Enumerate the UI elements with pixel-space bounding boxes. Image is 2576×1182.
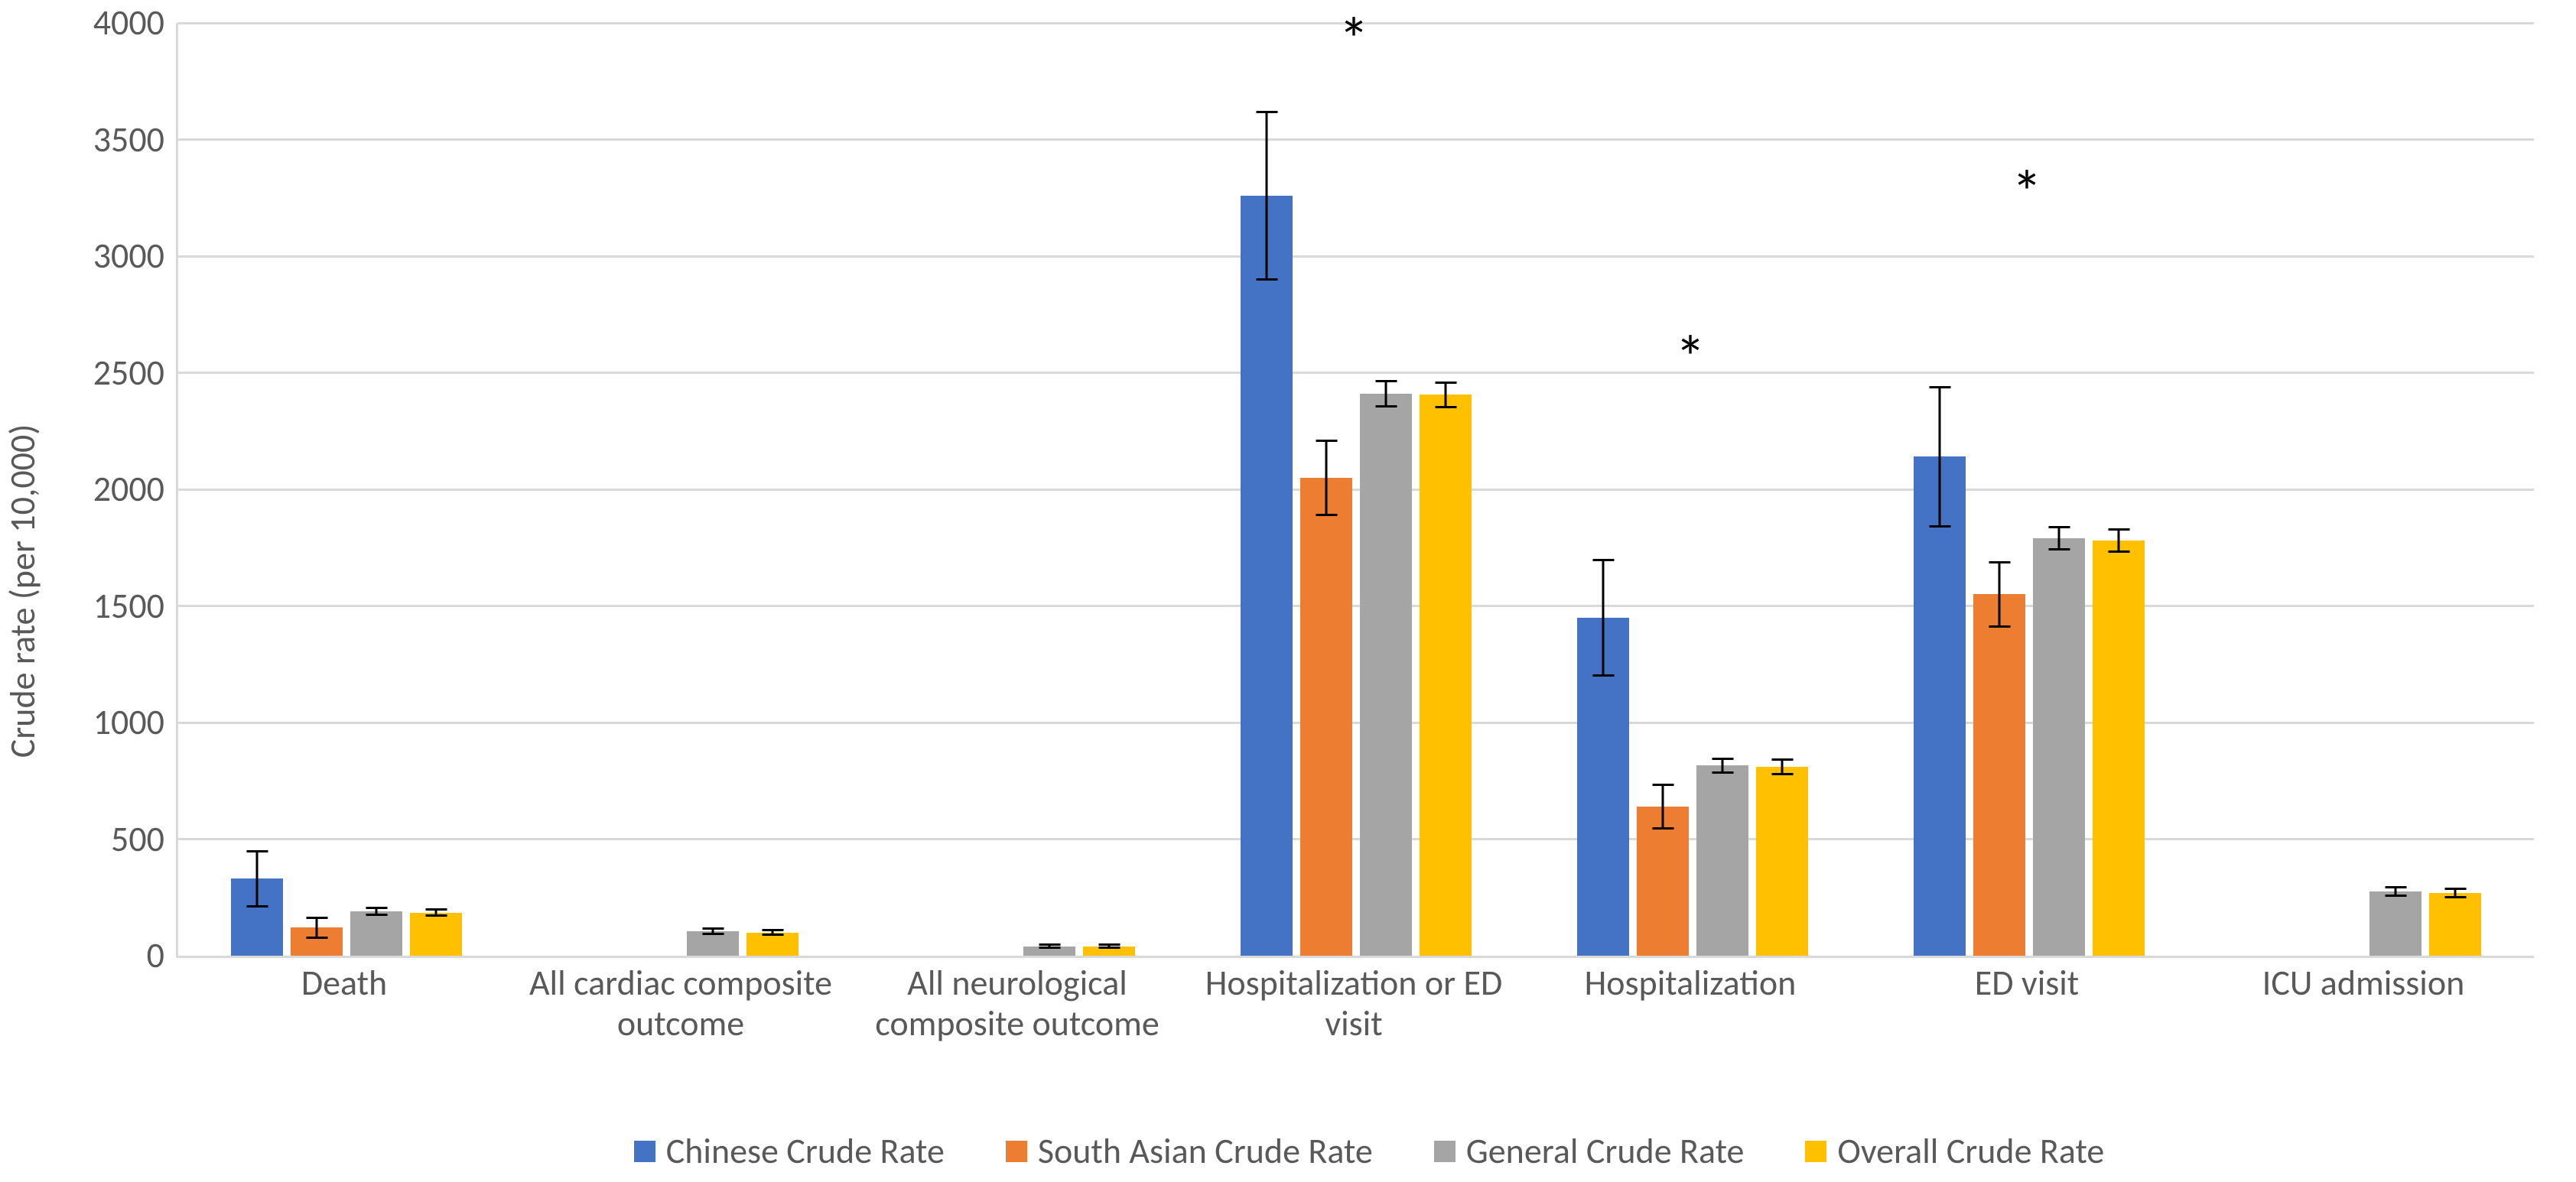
legend-item: General Crude Rate: [1434, 1130, 1745, 1173]
legend-item: Chinese Crude Rate: [634, 1130, 945, 1173]
error-bar: [1445, 382, 1447, 408]
error-bar: [712, 928, 714, 934]
error-bar: [1385, 381, 1387, 407]
bar: [1914, 456, 1966, 956]
bar: [2093, 541, 2145, 956]
bar: [2033, 538, 2085, 956]
category-label: Death: [176, 963, 512, 1004]
legend-item: South Asian Crude Rate: [1006, 1130, 1373, 1173]
bar: [1241, 196, 1293, 956]
category-label: Hospitalization: [1522, 963, 1859, 1004]
error-bar: [2454, 888, 2457, 898]
crude-rate-chart: Crude rate (per 10,000) 0500100015002000…: [0, 0, 2576, 1182]
bar: [1756, 767, 1808, 956]
bar: [1360, 394, 1412, 956]
bar: [1300, 478, 1352, 956]
error-bar: [435, 909, 437, 916]
bar: [350, 911, 402, 956]
legend-swatch: [1434, 1141, 1456, 1162]
bar-group: [851, 23, 1188, 956]
error-bar: [1266, 112, 1268, 280]
error-bar: [2118, 529, 2120, 551]
category-label: All neurological composite outcome: [849, 963, 1186, 1044]
significance-marker: *: [2012, 156, 2042, 230]
error-bar: [1722, 758, 1724, 774]
y-tick-label: 500: [111, 818, 178, 861]
category-label: Hospitalization or ED visit: [1186, 963, 1522, 1044]
category-label: All cardiac composite outcome: [512, 963, 849, 1044]
error-bar: [1049, 944, 1051, 948]
y-tick-label: 4000: [93, 2, 178, 44]
bar: [410, 913, 462, 956]
error-bar: [772, 930, 774, 935]
error-bar: [2058, 527, 2060, 549]
error-bar: [1999, 562, 2001, 627]
bar: [687, 931, 739, 956]
error-bar: [1662, 784, 1664, 829]
y-tick-label: 2500: [93, 352, 178, 395]
category-label: ICU admission: [2195, 963, 2532, 1004]
significance-marker: *: [1338, 3, 1369, 77]
bar-group: [178, 23, 515, 956]
y-tick-label: 0: [147, 934, 178, 977]
category-label: ED visit: [1859, 963, 2195, 1004]
y-axis-title: Crude rate (per 10,000): [2, 424, 44, 758]
bar: [2429, 893, 2481, 956]
error-bar: [256, 851, 259, 907]
error-bar: [316, 917, 318, 938]
y-tick-label: 2000: [93, 468, 178, 511]
bar: [1420, 395, 1472, 956]
error-bar: [1602, 560, 1605, 677]
legend-swatch: [1006, 1141, 1027, 1162]
error-bar: [376, 908, 378, 914]
legend-label: General Crude Rate: [1466, 1130, 1745, 1173]
legend-swatch: [634, 1141, 655, 1162]
y-tick-label: 3500: [93, 119, 178, 161]
y-tick-label: 1000: [93, 701, 178, 744]
y-tick-label: 1500: [93, 585, 178, 628]
legend-swatch: [1805, 1141, 1826, 1162]
bar-group: [1524, 23, 1861, 956]
error-bar: [2395, 887, 2397, 896]
y-tick-label: 3000: [93, 235, 178, 278]
legend-item: Overall Crude Rate: [1805, 1130, 2104, 1173]
bar-group: [2197, 23, 2534, 956]
plot-area: 05001000150020002500300035004000: [176, 23, 2534, 958]
legend: Chinese Crude Rate South Asian Crude Rate…: [199, 1130, 2539, 1173]
legend-label: Overall Crude Rate: [1837, 1130, 2104, 1173]
bar-group: [515, 23, 851, 956]
significance-marker: *: [1675, 321, 1706, 395]
error-bar: [1939, 387, 1941, 527]
legend-label: South Asian Crude Rate: [1038, 1130, 1373, 1173]
bar-group: [1188, 23, 1524, 956]
bar: [2369, 891, 2422, 956]
legend-label: Chinese Crude Rate: [666, 1130, 945, 1173]
error-bar: [1781, 759, 1784, 774]
error-bar: [1108, 944, 1111, 948]
bar: [1973, 594, 2025, 956]
bar: [1696, 765, 1748, 956]
error-bar: [1325, 440, 1328, 515]
